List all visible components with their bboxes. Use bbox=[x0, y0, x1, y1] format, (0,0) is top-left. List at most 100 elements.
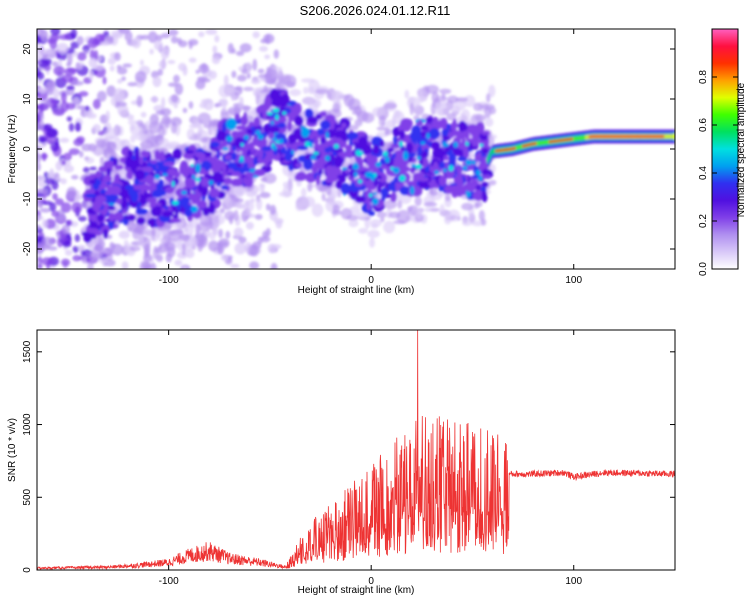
spectrogram-blob bbox=[114, 52, 121, 62]
spectrogram-blob bbox=[127, 82, 138, 87]
spectrogram-blob bbox=[398, 174, 406, 182]
spectrogram-blob bbox=[411, 163, 416, 168]
spectrogram-blob bbox=[222, 121, 227, 134]
spectrogram-blob bbox=[116, 101, 128, 107]
spectrogram-blob bbox=[167, 177, 174, 183]
spectrogram-blob bbox=[353, 171, 358, 178]
colorbar-tick-label: 0.6 bbox=[698, 118, 709, 132]
spectrogram-blob bbox=[169, 218, 182, 224]
spectrogram-blob bbox=[60, 202, 72, 213]
spectrogram-blob bbox=[243, 86, 254, 92]
spectrogram-blob bbox=[161, 32, 171, 39]
spectrogram-blob bbox=[430, 141, 441, 150]
spectrogram-blob bbox=[372, 144, 380, 155]
spectrogram-blob bbox=[254, 214, 263, 220]
spectrogram-blob bbox=[208, 125, 218, 136]
spectrogram-blob bbox=[50, 29, 61, 36]
spectrogram-blob bbox=[76, 35, 84, 46]
spectrogram-blob bbox=[273, 49, 279, 59]
spectrogram-blob bbox=[78, 90, 89, 97]
spectrogram-blob bbox=[405, 142, 414, 154]
spectrogram-blob bbox=[380, 187, 389, 198]
spectrogram-blob bbox=[191, 174, 196, 180]
spectrogram-blob bbox=[282, 111, 287, 115]
spectrogram-blob bbox=[37, 105, 43, 110]
spectrogram-blob bbox=[438, 175, 447, 187]
spectrogram-blob bbox=[317, 157, 325, 168]
spectrogram-blob bbox=[200, 177, 210, 187]
spectrogram-blob bbox=[102, 174, 113, 183]
spectrogram-blob bbox=[474, 153, 483, 161]
spectrogram-blob bbox=[136, 95, 143, 108]
spectrogram-blob bbox=[54, 177, 63, 182]
spectrogram-blob bbox=[197, 112, 211, 125]
spectrogram-blob bbox=[106, 247, 114, 262]
spectrogram-blob bbox=[183, 152, 194, 160]
spectrogram-blob bbox=[327, 191, 335, 206]
spectrogram-blob bbox=[60, 258, 71, 267]
spectrogram-blob bbox=[357, 179, 363, 184]
spectrogram-blob bbox=[475, 200, 483, 208]
spectrogram-blob bbox=[257, 134, 264, 140]
spectrogram-blob bbox=[459, 150, 464, 158]
spectrogram-blob bbox=[321, 193, 326, 202]
spectrogram-blob bbox=[447, 95, 459, 104]
spectrogram-blob bbox=[406, 180, 417, 186]
y-tick-label: 0 bbox=[22, 567, 33, 573]
spectrogram-blob bbox=[337, 187, 342, 198]
spectrogram-blob bbox=[425, 84, 439, 94]
spectrogram-blob bbox=[170, 94, 179, 103]
spectrogram-blob bbox=[209, 187, 220, 198]
y-tick-label: 0 bbox=[22, 146, 33, 152]
spectrogram-blob bbox=[368, 193, 373, 198]
spectrogram-blob bbox=[201, 190, 207, 196]
spectrogram-blob bbox=[400, 118, 412, 130]
spectrogram-blob bbox=[212, 223, 218, 236]
spectrogram-blob bbox=[236, 161, 242, 169]
spectrogram-blob bbox=[185, 149, 195, 154]
spectrogram-blob bbox=[83, 232, 93, 243]
spectrogram-blob bbox=[409, 130, 422, 142]
spectrogram-blob bbox=[74, 196, 80, 202]
spectrogram-blob bbox=[141, 34, 149, 40]
spectrogram-blob bbox=[263, 172, 277, 184]
spectrogram-blob bbox=[82, 44, 90, 53]
spectrogram-blob bbox=[201, 78, 211, 83]
spectrogram-blob bbox=[188, 164, 194, 175]
spectrogram-blob bbox=[109, 185, 122, 195]
spectrogram-blob bbox=[231, 70, 237, 79]
spectrogram-blob bbox=[94, 171, 103, 178]
spectrogram-blob bbox=[246, 72, 251, 79]
snr-frame bbox=[36, 329, 676, 571]
spectrogram-blob bbox=[312, 151, 319, 155]
y-tick-label: -20 bbox=[22, 241, 33, 256]
spectrogram-blob bbox=[51, 61, 59, 67]
spectrogram-blob bbox=[169, 229, 184, 235]
spectrogram-blob bbox=[376, 211, 387, 218]
spectrogram-blob bbox=[134, 169, 145, 181]
spectrogram-blob bbox=[264, 71, 272, 83]
spectrogram-blob bbox=[255, 197, 263, 211]
spectrogram-blob bbox=[43, 171, 50, 180]
spectrogram-blob bbox=[126, 169, 134, 180]
spectrogram-blob bbox=[418, 179, 429, 189]
spectrogram-blob bbox=[320, 120, 331, 130]
spectrogram-blob bbox=[161, 210, 174, 218]
spectrogram-blob bbox=[178, 40, 188, 48]
spectrogram-blob bbox=[259, 184, 265, 194]
spectrogram-blob bbox=[182, 168, 190, 178]
spectrogram-blob bbox=[471, 160, 476, 165]
spectrogram-blob bbox=[261, 146, 273, 152]
y-tick-label: -10 bbox=[22, 191, 33, 206]
spectrogram-blob bbox=[131, 37, 141, 49]
spectrogram-blob bbox=[258, 147, 264, 160]
spectrogram-blob bbox=[378, 120, 383, 126]
spectrogram-blob bbox=[105, 110, 111, 122]
spectrogram-blob bbox=[294, 115, 304, 127]
y-tick-label: 10 bbox=[22, 93, 33, 105]
spectrogram-blob bbox=[425, 116, 434, 123]
spectrogram-blob bbox=[140, 150, 149, 157]
spectrogram-blob bbox=[456, 188, 464, 197]
spectrogram-blob bbox=[481, 181, 489, 188]
spectrogram-blob bbox=[70, 41, 80, 49]
